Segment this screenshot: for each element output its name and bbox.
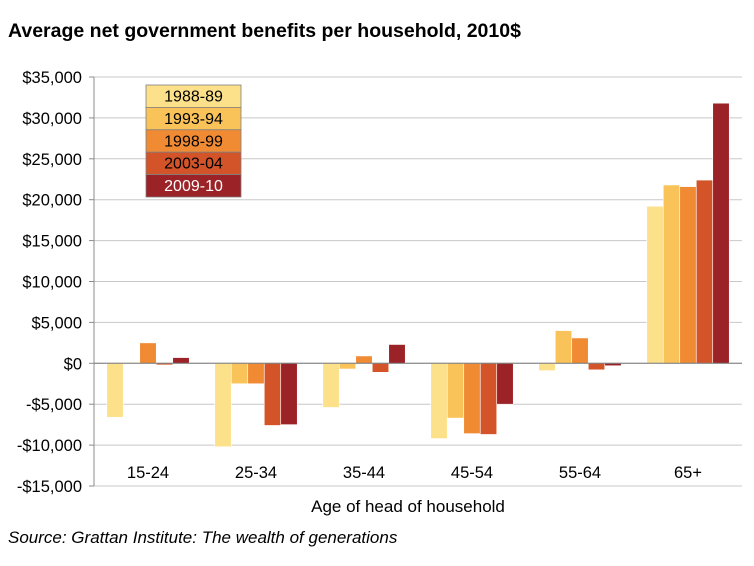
bars [106, 102, 730, 448]
x-tick-label: 25-34 [235, 464, 277, 482]
bar [430, 362, 448, 439]
bar [263, 362, 282, 426]
bar [587, 362, 606, 371]
x-tick-label: 15-24 [127, 464, 169, 482]
bar [446, 362, 465, 419]
legend-label: 1988-89 [164, 89, 223, 106]
bar [214, 362, 232, 448]
bar [280, 362, 298, 425]
bar [338, 362, 357, 370]
x-tick-label: 35-44 [343, 464, 385, 482]
bar [139, 342, 157, 364]
bar [371, 362, 390, 373]
x-axis-label: Age of head of household [311, 497, 505, 516]
bar [679, 186, 697, 364]
x-tick-label: 45-54 [451, 464, 493, 482]
legend-label: 2009-10 [164, 178, 223, 195]
bar [230, 362, 249, 385]
bar [712, 102, 730, 364]
bar [695, 179, 714, 364]
bar [355, 355, 373, 364]
bar [571, 337, 589, 364]
y-tick-label: -$15,000 [17, 478, 82, 496]
bar [388, 344, 406, 364]
axes [89, 76, 742, 487]
bar [496, 362, 514, 405]
y-tick-label: $20,000 [22, 192, 82, 210]
y-tick-label: -$5,000 [26, 396, 82, 414]
bar [322, 362, 340, 408]
source-note: Source: Grattan Institute: The wealth of… [8, 528, 398, 547]
bar [106, 362, 124, 418]
gridlines [94, 76, 742, 487]
bar [662, 184, 681, 364]
y-tick-label: $0 [64, 355, 82, 373]
y-tick-label: $15,000 [22, 233, 82, 251]
y-tick-label: $5,000 [32, 314, 82, 332]
bar [554, 330, 573, 364]
legend-label: 1993-94 [164, 111, 223, 128]
y-tick-label: $35,000 [22, 69, 82, 87]
y-tick-label: $30,000 [22, 110, 82, 128]
y-tick-label: $25,000 [22, 151, 82, 169]
bar [247, 362, 265, 385]
legend-label: 2003-04 [164, 156, 223, 173]
bar [538, 362, 556, 371]
legend-label: 1998-99 [164, 133, 223, 150]
y-tick-labels: $35,000 $30,000 $25,000 $20,000 $15,000 $10,0… [17, 69, 82, 496]
bar [172, 357, 190, 364]
bar [463, 362, 481, 434]
legend: 1988-89 1993-94 1998-99 2003-04 2009-10 [145, 84, 242, 198]
x-tick-labels: 15-24 25-34 35-44 45-54 55-64 65+ [127, 464, 702, 482]
bar [479, 362, 498, 435]
x-tick-label: 55-64 [559, 464, 601, 482]
y-tick-label: $10,000 [22, 274, 82, 292]
x-tick-label: 65+ [674, 464, 702, 482]
y-tick-label: -$10,000 [17, 437, 82, 455]
chart-title: Average net government benefits per hous… [8, 20, 521, 42]
legend-swatch [145, 174, 242, 198]
bar [646, 205, 664, 364]
